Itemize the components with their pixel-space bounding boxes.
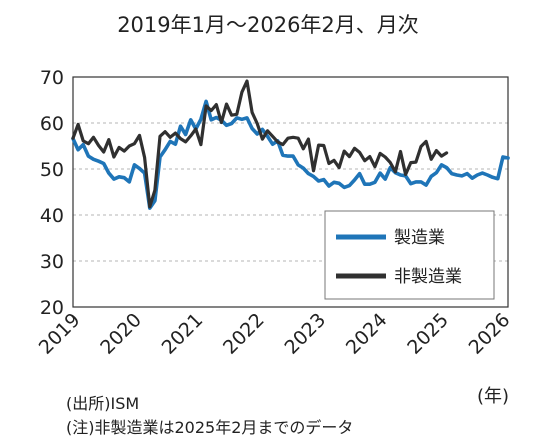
x-tick-label: 2022	[219, 309, 269, 359]
y-axis: 70 60 50 40 30 20	[40, 67, 64, 319]
x-tick-label: 2026	[465, 309, 515, 359]
y-tick-label: 40	[40, 205, 64, 227]
x-tick-label: 2024	[342, 309, 392, 359]
legend: 製造業 非製造業	[324, 210, 495, 300]
y-tick-label: 30	[40, 251, 64, 273]
x-axis: 2019 2020 2021 2022 2023 2024 2025 2026	[35, 309, 515, 359]
chart-title: 2019年1月～2026年2月、月次	[117, 13, 419, 37]
y-tick-label: 50	[40, 159, 64, 181]
legend-box	[324, 210, 495, 300]
series-line-non-manufacturing	[71, 79, 449, 209]
source-note: (出所)ISM	[66, 394, 139, 413]
x-tick-label: 2025	[403, 309, 453, 359]
y-tick-label: 60	[40, 113, 64, 135]
x-tick-label: 2021	[158, 309, 208, 359]
legend-label-non-manufacturing: 非製造業	[394, 267, 462, 287]
legend-label-manufacturing: 製造業	[394, 228, 445, 248]
plot-area	[71, 79, 510, 210]
plot-frame	[72, 76, 509, 308]
y-tick-label: 70	[40, 67, 64, 89]
x-unit-label: (年)	[477, 386, 509, 407]
x-tick-label: 2023	[280, 309, 330, 359]
x-tick-label: 2020	[96, 309, 146, 359]
footnote: (注)非製造業は2025年2月までのデータ	[66, 418, 353, 437]
y-tick-label: 20	[40, 297, 64, 319]
